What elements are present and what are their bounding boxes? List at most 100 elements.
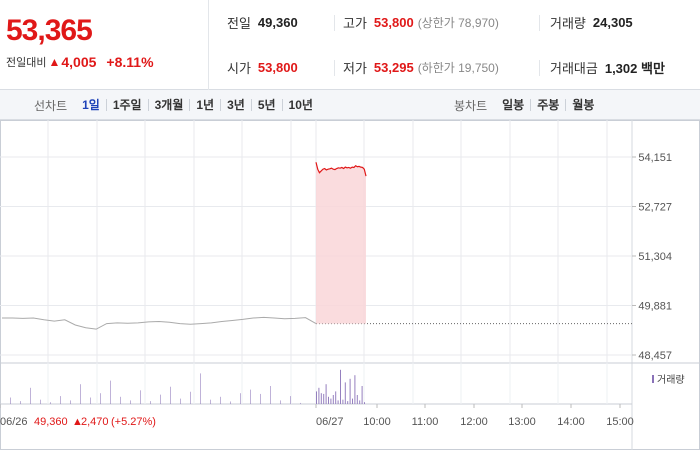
volume-bar xyxy=(332,395,334,404)
volume-bar xyxy=(344,382,346,404)
tab-3-years[interactable]: 3년 xyxy=(220,99,251,111)
tab-daily-candle[interactable]: 일봉 xyxy=(502,98,525,112)
x-tick-label: 11:00 xyxy=(412,416,439,428)
price-chart-svg: 54,151 52,727 51,304 49,881 48,457 거래량 06/26 06… xyxy=(0,120,700,450)
change-percent: +8.11% xyxy=(106,54,154,70)
tab-weekly-candle[interactable]: 주봉 xyxy=(530,99,565,111)
volume-bar xyxy=(270,386,271,404)
volume-bar xyxy=(240,393,241,404)
x-tick-label: 13:00 xyxy=(508,416,536,428)
stat-open: 시가 53,800 xyxy=(227,60,298,76)
volume-bar xyxy=(290,396,291,404)
volume-legend-label: 거래량 xyxy=(657,374,685,386)
candle-chart-tabs: 봉차트 일봉 주봉 월봉 xyxy=(454,90,600,120)
volume-bar xyxy=(347,401,349,404)
volume-bar xyxy=(210,399,211,404)
y-tick-label: 52,727 xyxy=(638,202,672,214)
volume-bar xyxy=(354,375,356,404)
current-price: 53,365 xyxy=(6,14,93,47)
x-tick-label: 10:00 xyxy=(363,416,391,428)
volume-bar xyxy=(60,396,61,404)
volume-bar xyxy=(70,400,71,404)
volume-bar xyxy=(170,386,171,404)
volume-bar xyxy=(80,384,81,404)
volume-bar xyxy=(130,400,131,404)
change-row: 전일대비 ▲ 4,005 +8.11% xyxy=(6,54,154,70)
volume-bar xyxy=(160,394,161,404)
change-amount: 4,005 xyxy=(61,54,97,70)
volume-bar xyxy=(323,393,325,404)
volume-bar xyxy=(90,397,91,404)
volume-bar xyxy=(330,398,332,404)
up-triangle-icon: ▲ xyxy=(48,55,61,69)
volume-bar xyxy=(140,390,141,404)
tab-1-day[interactable]: 1일 xyxy=(82,98,100,112)
volume-bar xyxy=(190,391,191,404)
tab-5-years[interactable]: 5년 xyxy=(250,99,282,111)
stats-row: 전일 49,360 고가 53,800 (상한가 78,970) 거래량 24,… xyxy=(210,0,700,45)
volume-bar xyxy=(325,384,327,404)
chart-tab-bar: 선차트 1일 1주일 3개월 1년 3년 5년 10년 봉차트 일봉 주봉 월봉 xyxy=(0,90,700,120)
volume-bar xyxy=(180,398,181,404)
x-tick-label: 06/27 xyxy=(316,416,344,428)
prev-day-change-pct-label: (+5.27%) xyxy=(111,416,156,428)
prev-day-change-label: 2,470 xyxy=(81,416,109,428)
y-tick-label: 48,457 xyxy=(638,350,672,362)
volume-bar xyxy=(50,402,51,404)
y-tick-label: 51,304 xyxy=(638,251,672,263)
volume-bar xyxy=(40,399,41,404)
volume-bar xyxy=(364,402,365,404)
volume-bar xyxy=(10,397,11,404)
stat-volume: 거래량 24,305 xyxy=(539,14,700,31)
volume-bar xyxy=(110,380,111,404)
tab-3-months[interactable]: 3개월 xyxy=(147,99,190,111)
stats-table: 전일 49,360 고가 53,800 (상한가 78,970) 거래량 24,… xyxy=(210,0,700,90)
x-tick-label: 15:00 xyxy=(606,416,634,428)
volume-bar xyxy=(340,369,341,404)
tab-monthly-candle[interactable]: 월봉 xyxy=(565,99,600,111)
volume-bar xyxy=(280,400,281,404)
volume-bar xyxy=(30,387,31,404)
volume-bar xyxy=(359,400,361,404)
volume-bar xyxy=(352,398,353,404)
prev-day-line xyxy=(2,316,317,330)
stat-high: 고가 53,800 (상한가 78,970) xyxy=(334,14,539,31)
tab-1-week[interactable]: 1주일 xyxy=(105,99,148,111)
tab-1-year[interactable]: 1년 xyxy=(189,99,220,111)
today-price-line xyxy=(315,162,367,177)
volume-bar xyxy=(328,396,329,404)
x-tick-label: 06/26 xyxy=(0,416,28,428)
volume-bar xyxy=(250,389,251,404)
volume-bar xyxy=(335,391,337,404)
volume-bar xyxy=(342,399,344,404)
volume-bar xyxy=(20,401,21,404)
prev-day-close-label: 49,360 xyxy=(34,416,68,428)
volume-bar xyxy=(318,387,320,404)
volume-bar xyxy=(100,393,101,404)
volume-legend-swatch xyxy=(652,375,654,383)
volume-bar xyxy=(120,396,121,404)
tab-10-years[interactable]: 10년 xyxy=(281,99,319,111)
volume-bar xyxy=(260,393,261,404)
stat-low: 저가 53,295 (하한가 19,750) xyxy=(334,59,539,76)
stat-prev-close: 전일 49,360 xyxy=(227,15,298,31)
x-tick-label: 12:00 xyxy=(460,416,488,428)
volume-bar xyxy=(150,401,151,404)
volume-bar xyxy=(349,378,351,404)
stats-row: 시가 53,800 저가 53,295 (하한가 19,750) 거래대금 1,… xyxy=(210,45,700,90)
current-price-box: 53,365 전일대비 ▲ 4,005 +8.11% xyxy=(0,0,209,90)
line-chart-title: 선차트 xyxy=(34,98,68,113)
volume-bar xyxy=(220,396,221,404)
x-tick-label: 14:00 xyxy=(557,416,585,428)
y-tick-label: 54,151 xyxy=(638,152,672,164)
price-summary: 53,365 전일대비 ▲ 4,005 +8.11% 전일 49,360 고가 … xyxy=(0,0,700,90)
change-label: 전일대비 xyxy=(6,57,47,69)
y-tick-label: 49,881 xyxy=(638,300,672,312)
up-triangle-icon: ▲ xyxy=(72,416,83,428)
volume-bar xyxy=(316,391,317,404)
volume-bar xyxy=(337,400,339,404)
price-chart[interactable]: 54,151 52,727 51,304 49,881 48,457 거래량 06/26 06… xyxy=(0,120,700,450)
line-chart-tabs: 선차트 1일 1주일 3개월 1년 3년 5년 10년 xyxy=(34,90,319,120)
stat-trade-amount: 거래대금 1,302 백만 xyxy=(539,59,700,76)
volume-bar xyxy=(320,393,322,404)
